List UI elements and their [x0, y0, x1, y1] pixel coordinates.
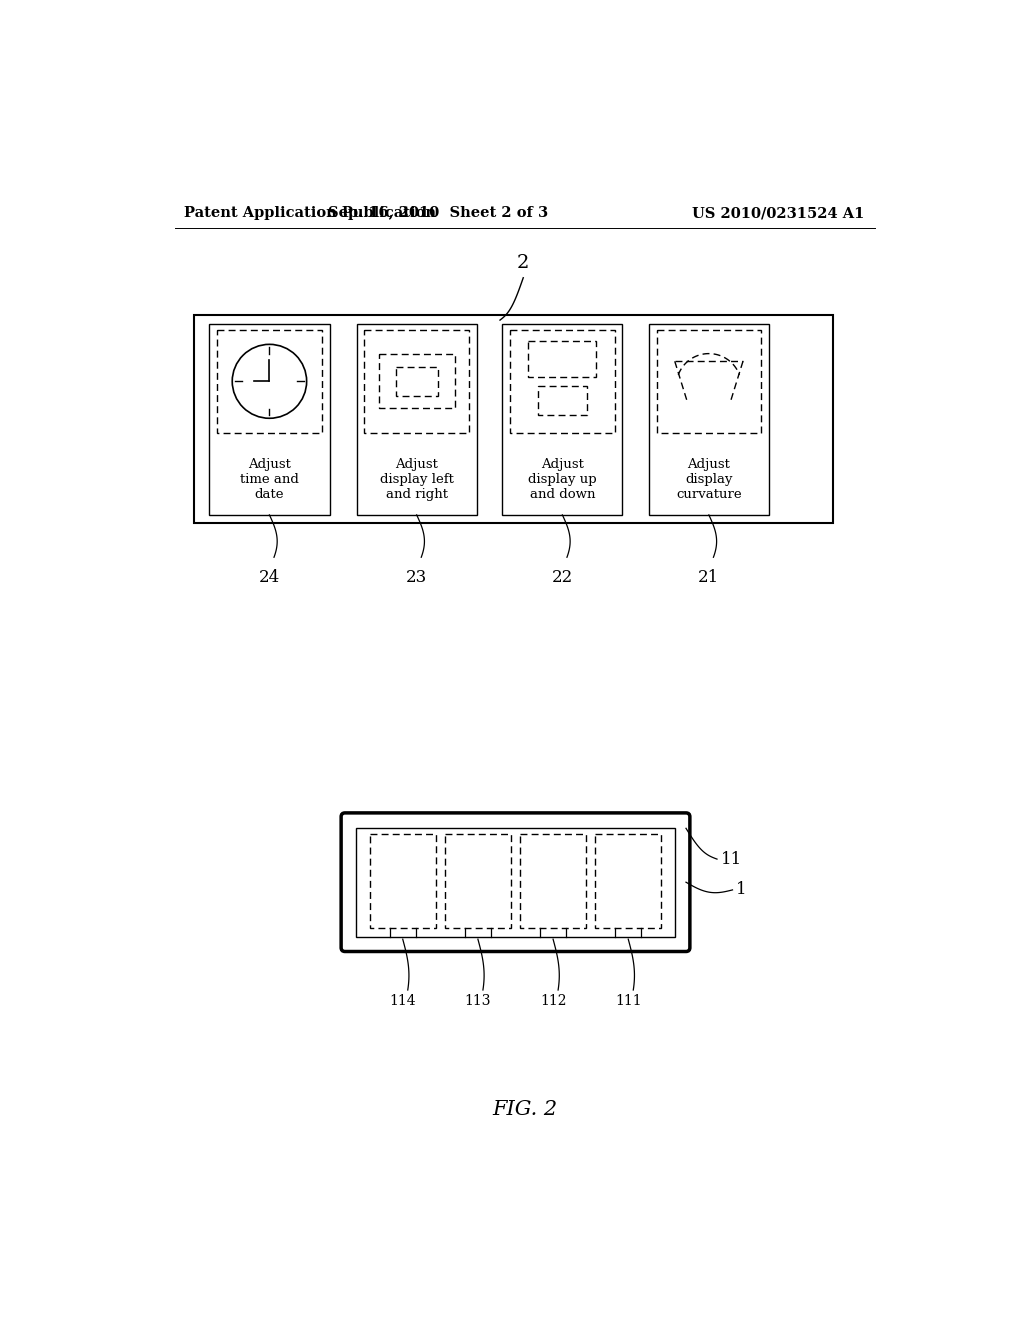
Text: Adjust
time and
date: Adjust time and date [240, 458, 299, 500]
Text: Adjust
display left
and right: Adjust display left and right [380, 458, 454, 500]
Bar [510, 330, 614, 433]
Text: US 2010/0231524 A1: US 2010/0231524 A1 [692, 206, 864, 220]
Bar [445, 834, 511, 928]
Bar [217, 330, 322, 433]
Bar [538, 385, 587, 416]
Bar [194, 314, 834, 523]
Bar [503, 323, 623, 515]
Bar [370, 834, 435, 928]
Bar [649, 323, 769, 515]
Text: 22: 22 [552, 569, 573, 586]
Bar [209, 323, 330, 515]
FancyBboxPatch shape [341, 813, 690, 952]
Text: 112: 112 [540, 994, 566, 1008]
Text: Sep. 16, 2010  Sheet 2 of 3: Sep. 16, 2010 Sheet 2 of 3 [328, 206, 548, 220]
Text: 21: 21 [698, 569, 720, 586]
Bar [595, 834, 662, 928]
Text: 114: 114 [389, 994, 416, 1008]
Bar [395, 367, 437, 396]
Bar [528, 342, 597, 376]
Bar [365, 330, 469, 433]
Text: 24: 24 [259, 569, 280, 586]
Text: 111: 111 [615, 994, 642, 1008]
Bar [520, 834, 586, 928]
Bar [356, 828, 675, 937]
Text: Adjust
display up
and down: Adjust display up and down [528, 458, 597, 500]
Text: 11: 11 [721, 850, 742, 867]
Bar [356, 323, 477, 515]
Bar [656, 330, 761, 433]
Text: 23: 23 [407, 569, 427, 586]
Text: FIG. 2: FIG. 2 [493, 1100, 557, 1119]
Text: Patent Application Publication: Patent Application Publication [183, 206, 436, 220]
Text: 113: 113 [465, 994, 492, 1008]
Bar [379, 354, 455, 408]
Text: 2: 2 [517, 255, 529, 272]
Text: 1: 1 [736, 882, 746, 899]
Text: Adjust
display
curvature: Adjust display curvature [676, 458, 741, 500]
